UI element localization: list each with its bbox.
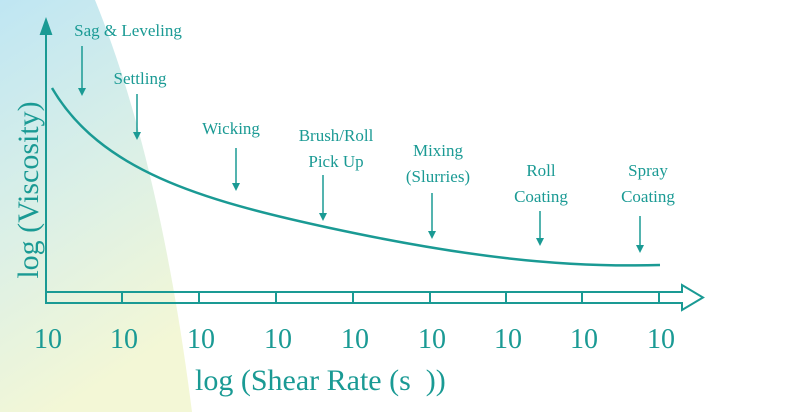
x-tick-label: 10: [341, 324, 369, 355]
x-tick-label: 10: [110, 324, 138, 355]
annotation-label: Settling: [114, 69, 167, 88]
annotation-label: Roll: [526, 161, 556, 180]
viscosity-curve: [50, 87, 661, 267]
x-tick-label: 10: [647, 324, 675, 355]
x-tick-label: 10: [418, 324, 446, 355]
arrow-head: [319, 213, 327, 221]
arrow-head: [636, 245, 644, 253]
arrow-head: [232, 183, 240, 191]
annotation-label: Brush/Roll: [299, 126, 374, 145]
x-tick-label: 10: [264, 324, 292, 355]
x-tick-label: 10: [34, 324, 62, 355]
annotations: Sag & Leveling Settling Wicking Brush/Roll P…: [74, 21, 675, 253]
x-ticks: 10 10 10 10 10 10 10 10 10: [34, 292, 675, 355]
x-tick-label: 10: [570, 324, 598, 355]
x-tick-label: 10: [187, 324, 215, 355]
annotation-label: (Slurries): [406, 167, 470, 186]
axes: [39, 17, 705, 312]
x-tick-label: 10: [494, 324, 522, 355]
annotation-label: Spray: [628, 161, 668, 180]
annotation-label: Sag & Leveling: [74, 21, 182, 40]
y-arrow: [39, 17, 53, 35]
arrow-head: [133, 132, 141, 140]
annotation-label: Mixing: [413, 141, 464, 160]
annotation-label: Pick Up: [308, 152, 363, 171]
arrow-head: [78, 88, 86, 96]
background-region: [0, 0, 192, 412]
annotation-label: Wicking: [202, 119, 260, 138]
annotation-label: Coating: [621, 187, 675, 206]
arrow-head: [536, 238, 544, 246]
x-axis-arrow: [45, 283, 705, 312]
x-axis-label: log (Shear Rate (s )): [195, 364, 446, 397]
y-axis-label: log (Viscosity): [12, 101, 45, 278]
arrow-head: [428, 231, 436, 239]
annotation-label: Coating: [514, 187, 568, 206]
